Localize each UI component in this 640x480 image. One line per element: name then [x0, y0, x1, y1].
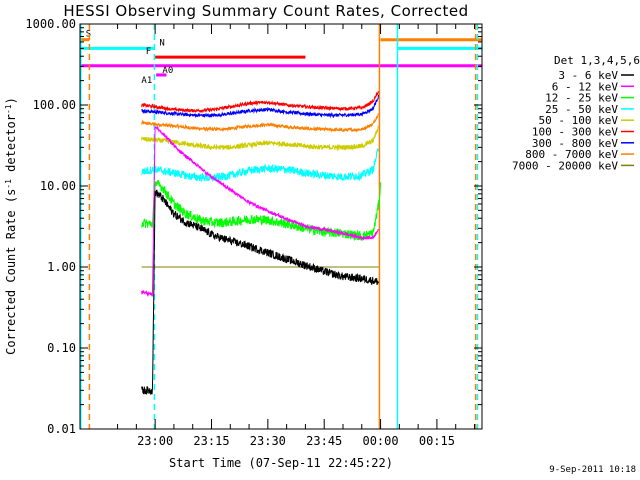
flag-label-a1: A1 — [141, 76, 152, 86]
x-tick-label: 00:15 — [419, 434, 455, 448]
legend-label-7000-20000-kev: 7000 - 20000 keV — [512, 159, 618, 172]
series-50-100-kev — [141, 125, 379, 152]
legend-label-25-50-kev: 25 - 50 keV — [545, 103, 618, 116]
flag-label-f: F — [146, 47, 151, 57]
y-tick-label: 0.01 — [47, 422, 76, 436]
vertical-markers — [80, 24, 479, 429]
y-tick-label: 100.00 — [33, 98, 76, 112]
y-tick-label: 0.10 — [47, 341, 76, 355]
y-axis-label: Corrected Count Rate (s-1 detector-1) — [4, 97, 19, 355]
legend-label-800-7000-kev: 800 - 7000 keV — [525, 148, 618, 161]
legend-label-3-6-kev: 3 - 6 keV — [558, 69, 618, 82]
flag-label-s: S — [86, 30, 91, 40]
plot-frame — [79, 23, 483, 430]
series-25-50-kev — [141, 148, 379, 183]
y-tick-label: 10.00 — [40, 179, 76, 193]
legend-label-6-12-kev: 6 - 12 keV — [552, 80, 619, 93]
series-800-7000-kev — [141, 113, 379, 133]
series-12-25-kev — [141, 180, 382, 242]
series-3-6-kev — [141, 189, 379, 396]
flag-label-a0: A0 — [162, 66, 173, 76]
series-100-300-kev — [141, 90, 379, 114]
x-tick-label: 23:00 — [137, 434, 173, 448]
legend-title: Det 1,3,4,5,6 — [554, 54, 640, 67]
legend-label-50-100-kev: 50 - 100 keV — [539, 114, 619, 127]
x-tick-label: 23:30 — [250, 434, 286, 448]
series-300-800-kev — [141, 94, 379, 119]
series-lines — [141, 90, 382, 396]
timestamp: 9-Sep-2011 10:18 — [549, 465, 636, 475]
x-tick-label: 00:00 — [362, 434, 398, 448]
legend-label-100-300-kev: 100 - 300 keV — [532, 126, 618, 139]
legend-label-12-25-kev: 12 - 25 keV — [545, 92, 618, 105]
flag-bars: S NF A1 A0 — [80, 30, 482, 86]
y-tick-label: 1.00 — [47, 260, 76, 274]
y-axis-ticks: 1000.00 100.00 10.00 1.00 0.10 0.01 — [25, 17, 482, 436]
chart-title: HESSI Observing Summary Count Rates, Cor… — [63, 2, 468, 20]
series-6-12-kev — [141, 125, 379, 297]
x-tick-label: 23:15 — [193, 434, 229, 448]
flag-label-n: N — [159, 38, 164, 48]
legend-label-300-800-kev: 300 - 800 keV — [532, 137, 618, 150]
x-tick-label: 23:45 — [306, 434, 342, 448]
x-axis-label: Start Time (07-Sep-11 22:45:22) — [169, 456, 393, 470]
x-axis-ticks: 23:00 23:15 23:30 23:45 00:00 00:15 — [117, 24, 475, 448]
y-tick-label: 1000.00 — [25, 17, 76, 31]
